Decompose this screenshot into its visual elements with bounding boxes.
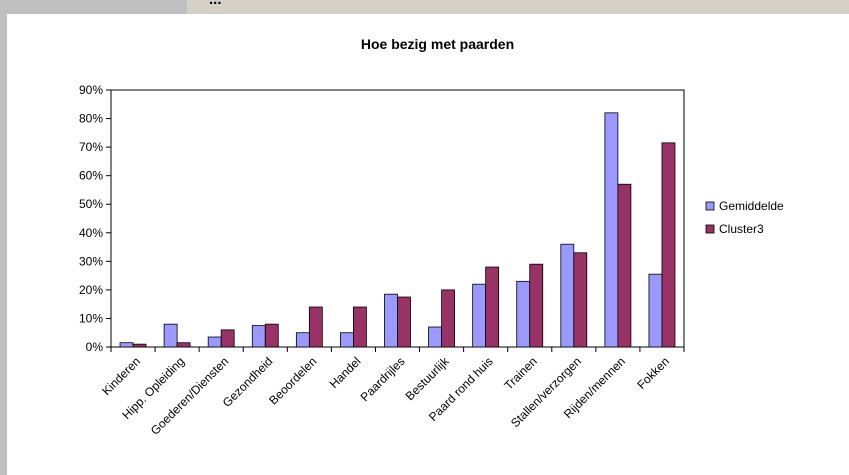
- y-tick-label: 0%: [86, 340, 104, 354]
- bar-gemiddelde: [119, 342, 134, 348]
- legend-label: Gemiddelde: [719, 199, 784, 213]
- bar-cluster3: [661, 142, 676, 348]
- header-text: ...: [209, 0, 222, 8]
- y-tick-label: 40%: [79, 226, 103, 240]
- y-tick-label: 90%: [79, 83, 103, 97]
- chart: Hoe bezig met paarden 0% 10% 20% 30% 40% 50% 6…: [79, 36, 784, 438]
- legend-swatch: [705, 201, 715, 211]
- chart-title: Hoe bezig met paarden: [361, 36, 514, 52]
- bar-gemiddelde: [384, 293, 398, 348]
- x-tick-label: Trainen: [501, 354, 539, 392]
- y-tick-label: 30%: [79, 254, 103, 268]
- bar-cluster3: [220, 329, 235, 348]
- bar-cluster3: [308, 306, 323, 348]
- y-tick-label: 80%: [79, 112, 103, 126]
- legend-label: Cluster3: [719, 222, 764, 236]
- x-tick-label: Beoordelen: [266, 354, 319, 407]
- y-tick-label: 20%: [79, 283, 103, 297]
- legend: Gemiddelde Cluster3: [705, 199, 784, 236]
- bar-gemiddelde: [207, 336, 222, 348]
- bar-gemiddelde: [648, 273, 663, 348]
- bar-gemiddelde: [560, 243, 575, 348]
- bar-cluster3: [397, 296, 411, 348]
- bar-cluster3: [441, 289, 455, 348]
- x-tick-label: Paardrijles: [358, 354, 408, 404]
- bar-gemiddelde: [604, 112, 619, 348]
- y-tick-label: 60%: [79, 169, 103, 183]
- bar-gemiddelde: [295, 332, 310, 348]
- bar-gemiddelde: [428, 326, 442, 348]
- header-panel: ...: [187, 0, 849, 15]
- bar-gemiddelde: [340, 332, 354, 348]
- bar-cluster3: [132, 343, 147, 348]
- bar-cluster3: [573, 252, 588, 348]
- bar-cluster3: [485, 266, 500, 348]
- x-tick-label: Kinderen: [99, 354, 143, 398]
- bar-cluster3: [176, 342, 191, 348]
- bar-gemiddelde: [163, 323, 178, 348]
- x-tick-label: Handel: [327, 354, 364, 391]
- bar-cluster3: [264, 323, 279, 348]
- bar-gemiddelde: [251, 325, 266, 348]
- bar-gemiddelde: [472, 283, 487, 348]
- x-tick-label: Goederen/Diensten: [148, 354, 231, 437]
- y-tick-label: 50%: [79, 197, 103, 211]
- bar-cluster3: [529, 263, 544, 348]
- bar-cluster3: [617, 183, 632, 348]
- bar-cluster3: [353, 306, 367, 348]
- y-tick-label: 10%: [79, 311, 103, 325]
- bar-gemiddelde: [516, 280, 531, 348]
- legend-swatch: [705, 224, 715, 234]
- y-tick-label: 70%: [79, 140, 103, 154]
- chart-area: Hoe bezig met paarden 0% 10% 20% 30% 40% 50% 6…: [7, 14, 849, 475]
- x-tick-label: Fokken: [634, 354, 672, 392]
